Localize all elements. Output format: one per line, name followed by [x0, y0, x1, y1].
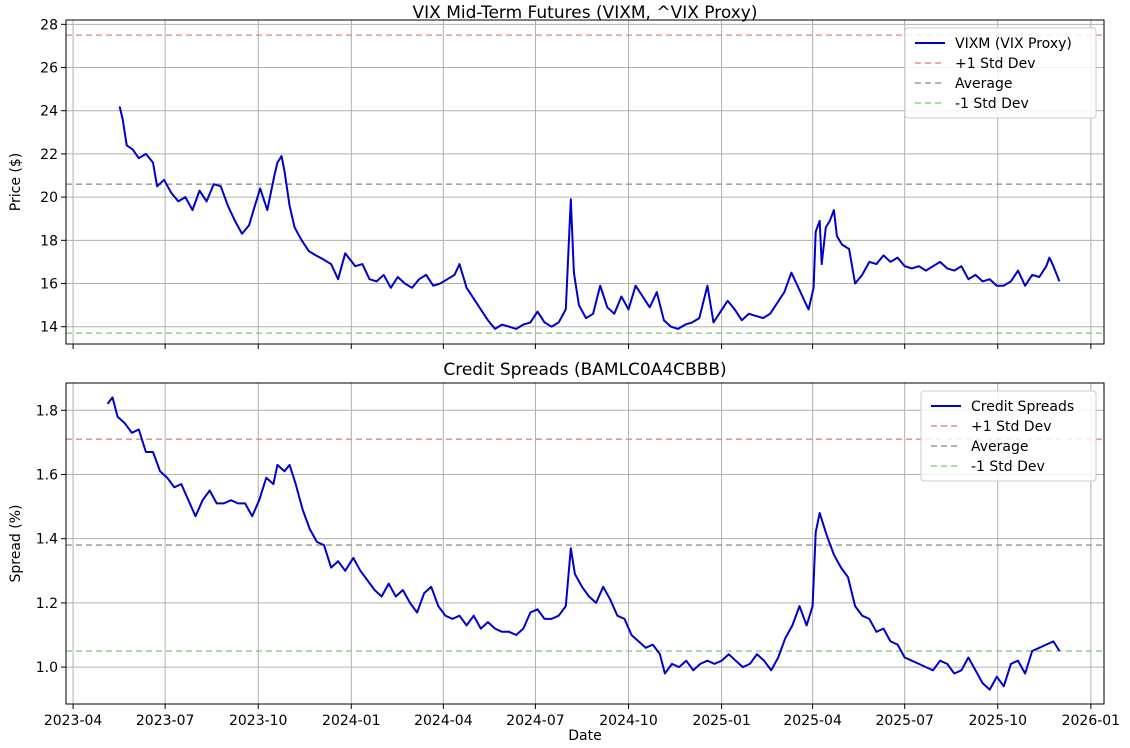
- vix-legend-label-1-std-dev: -1 Std Dev: [955, 96, 1029, 112]
- credit-plot-frame: [65, 382, 1105, 705]
- credit-legend-label-1-std-dev: -1 Std Dev: [971, 459, 1045, 475]
- credit-x-tick-label: 2023-04: [44, 713, 103, 729]
- credit-x-tick-label: 2024-10: [599, 713, 658, 729]
- credit-x-tick-label: 2024-01: [322, 713, 381, 729]
- credit-x-tick-label: 2025-07: [875, 713, 934, 729]
- credit-legend: Credit Spreads +1 Std Dev Average -1 Std De…: [920, 390, 1097, 482]
- credit-x-tick-label: 2023-07: [136, 713, 195, 729]
- vix-y-tick-label: 24: [40, 104, 58, 120]
- vix-legend-label-vixm-vix-proxy: VIXM (VIX Proxy): [955, 36, 1072, 52]
- credit-y-axis-label: Spread (%): [8, 505, 24, 583]
- vix-vixm-vix-proxy-series-line: [118, 106, 1061, 330]
- credit-legend-label-credit-spreads: Credit Spreads: [971, 399, 1074, 415]
- vix-plot-frame: [65, 19, 1105, 345]
- credit-legend-label-1-std-dev: +1 Std Dev: [971, 419, 1051, 435]
- vix-legend-box: [904, 27, 1097, 119]
- vix-y-tick-label: 22: [40, 147, 58, 163]
- vix-series: [118, 106, 1061, 330]
- credit-legend-label-average: Average: [971, 439, 1029, 455]
- vix-x-ticks: [72, 344, 1092, 349]
- credit-x-tick-label: 2026-01: [1062, 713, 1121, 729]
- credit-y-tick-label: 1.0: [36, 660, 58, 676]
- credit-y-tick-label: 1.6: [36, 467, 58, 483]
- vix-y-tick-label: 28: [40, 17, 58, 33]
- vix-y-tick-label: 14: [40, 320, 58, 336]
- vix-legend-label-1-std-dev: +1 Std Dev: [955, 56, 1035, 72]
- credit-x-tick-label: 2025-10: [969, 713, 1028, 729]
- vix-y-tick-label: 18: [40, 233, 58, 249]
- credit-panel: Credit Spreads (BAMLC0A4CBBB) Spread (%)…: [8, 360, 1120, 744]
- credit-x-tick-label: 2023-10: [229, 713, 288, 729]
- vix-legend: VIXM (VIX Proxy) +1 Std Dev Average -1 Std …: [904, 27, 1097, 119]
- credit-x-tick-label: 2025-01: [692, 713, 751, 729]
- credit-y-tick-label: 1.2: [36, 596, 58, 612]
- vix-chart-title: VIX Mid-Term Futures (VIXM, ^VIX Proxy): [413, 3, 758, 23]
- credit-x-ticks: 2023-04 2023-07 2023-10 2024-01 2024-04 2024-…: [44, 704, 1120, 729]
- vix-y-tick-label: 16: [40, 277, 58, 293]
- credit-credit-spreads-series-line: [106, 396, 1061, 691]
- credit-series: [106, 396, 1061, 691]
- vix-y-axis-label: Price ($): [8, 153, 24, 211]
- vix-legend-label-average: Average: [955, 76, 1013, 92]
- credit-x-tick-label: 2024-04: [414, 713, 473, 729]
- vix-panel: VIX Mid-Term Futures (VIXM, ^VIX Proxy) …: [8, 3, 1105, 349]
- vix-y-ticks: 14 16 18 20 22 24 26 28: [40, 17, 66, 336]
- credit-y-tick-label: 1.4: [36, 532, 58, 548]
- credit-x-tick-label: 2024-07: [506, 713, 565, 729]
- credit-x-axis-label: Date: [568, 728, 601, 744]
- credit-y-tick-label: 1.8: [36, 403, 58, 419]
- credit-y-ticks: 1.0 1.2 1.4 1.6 1.8: [36, 403, 66, 676]
- credit-chart-title: Credit Spreads (BAMLC0A4CBBB): [443, 360, 726, 380]
- credit-legend-box: [920, 390, 1097, 482]
- credit-x-tick-label: 2025-04: [783, 713, 842, 729]
- vix-y-tick-label: 26: [40, 61, 58, 77]
- vix-y-tick-label: 20: [40, 190, 58, 206]
